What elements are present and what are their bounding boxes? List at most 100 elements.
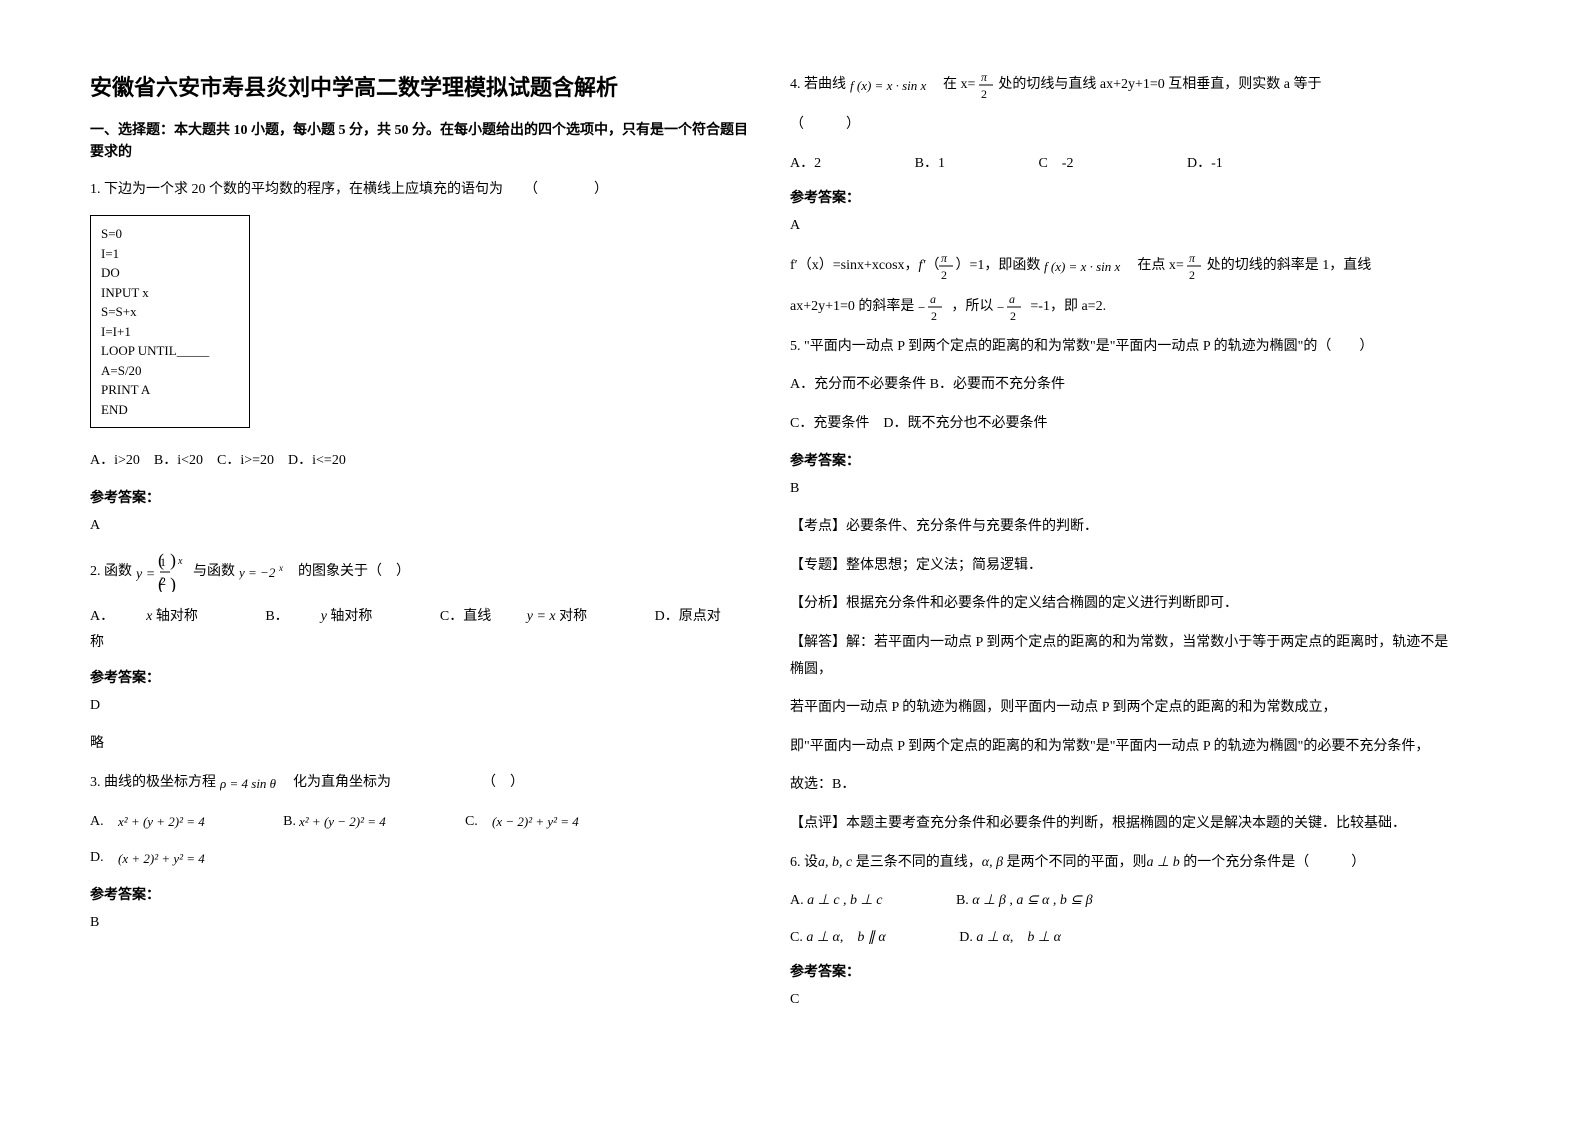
code-line: A=S/20 xyxy=(101,361,239,381)
svg-text:2: 2 xyxy=(1189,268,1195,280)
optC: C. a ⊥ α, b ∥ α xyxy=(790,930,886,945)
code-line: S=S+x xyxy=(101,302,239,322)
svg-text:x: x xyxy=(278,563,283,573)
q5-answer: B xyxy=(790,476,1460,503)
svg-text:2: 2 xyxy=(941,268,947,280)
q6-options-row2: C. a ⊥ α, b ∥ α D. a ⊥ α, b ⊥ α xyxy=(790,925,1460,952)
code-line: LOOP UNTIL_____ xyxy=(101,341,239,361)
q3-answer: B xyxy=(90,910,760,937)
code-line: I=I+1 xyxy=(101,322,239,342)
svg-text:f (x) = x · sin x: f (x) = x · sin x xyxy=(1044,259,1121,274)
math-frac-half-pow-x: y = ( ( 1 2 ) ) x xyxy=(136,552,190,592)
q5-sol3: 即"平面内一动点 P 到两个定点的距离的和为常数"是"平面内一动点 P 的轨迹为… xyxy=(790,734,1460,761)
answer-label: 参考答案： xyxy=(90,667,760,687)
answer-label: 参考答案： xyxy=(90,487,760,507)
q5-tag1: 【考点】必要条件、充分条件与充要条件的判断． xyxy=(790,514,1460,541)
svg-text:2: 2 xyxy=(160,574,166,588)
q3-stem: 3. 曲线的极坐标方程 ρ = 4 sin θ 化为直角坐标为 （ ） xyxy=(90,770,760,797)
svg-text:a: a xyxy=(930,292,936,306)
svg-text:(x − 2)² + y² = 4: (x − 2)² + y² = 4 xyxy=(492,814,579,829)
svg-text:y = −2: y = −2 xyxy=(239,565,276,580)
math-fx-xsinx: f (x) = x · sin x xyxy=(850,77,940,93)
q2-options: A．x 轴对称 B．y 轴对称 C．直线 y = x 对称 D．原点对称 xyxy=(90,604,760,657)
text: 2. 函数 xyxy=(90,564,132,579)
svg-text:a: a xyxy=(1009,292,1015,306)
svg-text:(x + 2)² + y² = 4: (x + 2)² + y² = 4 xyxy=(118,851,205,866)
q5-tag3: 【分析】根据充分条件和必要条件的定义结合椭圆的定义进行判断即可． xyxy=(790,591,1460,618)
optB: B. x² + (y − 2)² = 4 xyxy=(283,814,429,829)
text: 3. 曲线的极坐标方程 xyxy=(90,775,216,790)
code-line: PRINT A xyxy=(101,380,239,400)
optA: A. a ⊥ c , b ⊥ c xyxy=(790,893,882,908)
paren: （ ） xyxy=(790,112,1460,139)
optB: B．y 轴对称 xyxy=(265,609,404,624)
optA: A．2 xyxy=(790,156,821,171)
answer-label: 参考答案： xyxy=(790,961,1460,981)
optD: D．-1 xyxy=(1187,156,1223,171)
q3-optD: D. (x + 2)² + y² = 4 xyxy=(90,845,760,872)
optA: A．x 轴对称 xyxy=(90,609,230,624)
svg-text:x² + (y + 2)² = 4: x² + (y + 2)² = 4 xyxy=(118,814,205,829)
q1-code-box: S=0 I=1 DO INPUT x S=S+x I=I+1 LOOP UNTI… xyxy=(90,215,250,428)
svg-text:2: 2 xyxy=(1010,309,1016,322)
svg-text:y =: y = xyxy=(136,567,155,582)
code-line: END xyxy=(101,400,239,420)
optC: C -2 xyxy=(1038,156,1073,171)
q4-expl2: ax+2y+1=0 的斜率是 −a2 ，所以 −a2 =-1，即 a=2. xyxy=(790,292,1460,322)
q2-answer: D xyxy=(90,693,760,720)
svg-text:): ) xyxy=(170,552,176,571)
svg-text:π: π xyxy=(981,70,988,84)
q4-answer: A xyxy=(790,213,1460,240)
svg-text:ρ = 4 sin θ: ρ = 4 sin θ xyxy=(220,776,277,791)
svg-text:π: π xyxy=(941,252,948,265)
q5-sol1: 【解答】解：若平面内一动点 P 到两个定点的距离的和为常数，当常数小于等于两定点… xyxy=(790,630,1460,683)
svg-text:2: 2 xyxy=(981,87,987,100)
math-pi-over-2: π2 xyxy=(979,70,995,100)
page-title: 安徽省六安市寿县炎刘中学高二数学理模拟试题含解析 xyxy=(90,70,760,102)
svg-text:x² + (y − 2)² = 4: x² + (y − 2)² = 4 xyxy=(299,814,386,829)
text: 的图象关于（ ） xyxy=(298,564,410,579)
q6-answer: C xyxy=(790,987,1460,1014)
math-neg-a-over-2: −a2 xyxy=(918,292,948,322)
section-header: 一、选择题：本大题共 10 小题，每小题 5 分，共 50 分。在每小题给出的四… xyxy=(90,120,760,165)
svg-text:f (x) = x · sin x: f (x) = x · sin x xyxy=(850,78,927,93)
q5-optsCD: C．充要条件 D．既不充分也不必要条件 xyxy=(790,411,1460,438)
svg-text:x: x xyxy=(177,556,183,567)
math-y-neg-2x: y = −2 x xyxy=(239,563,295,581)
q4-options: A．2 B．1 C -2 D．-1 xyxy=(790,151,1460,178)
svg-text:π: π xyxy=(1189,252,1196,265)
q3-options: A. x² + (y + 2)² = 4 B. x² + (y − 2)² = … xyxy=(90,809,760,836)
optB: B．1 xyxy=(915,156,945,171)
optA: A. x² + (y + 2)² = 4 xyxy=(90,814,248,829)
q5-sol2: 若平面内一动点 P 的轨迹为椭圆，则平面内一动点 P 到两个定点的距离的和为常数… xyxy=(790,695,1460,722)
q1-options: A．i>20 B．i<20 C．i>=20 D．i<=20 xyxy=(90,448,760,475)
q2-note: 略 xyxy=(90,731,760,758)
q5-stem: 5. "平面内一动点 P 到两个定点的距离的和为常数"是"平面内一动点 P 的轨… xyxy=(790,334,1460,361)
q5-optsAB: A．充分而不必要条件 B．必要而不充分条件 xyxy=(790,372,1460,399)
q4-expl1: f′（x）=sinx+xcosx，f′（π2）=1，即函数 f (x) = x … xyxy=(790,252,1460,280)
answer-label: 参考答案： xyxy=(790,450,1460,470)
text: 与函数 xyxy=(193,564,235,579)
text: 4. 若曲线 xyxy=(790,77,846,92)
q4-stem: 4. 若曲线 f (x) = x · sin x 在 x= π2 处的切线与直线… xyxy=(790,70,1460,100)
optC: C. (x − 2)² + y² = 4 xyxy=(465,814,622,829)
svg-text:2: 2 xyxy=(931,309,937,322)
svg-text:−: − xyxy=(997,300,1004,315)
svg-text:): ) xyxy=(170,574,176,592)
code-line: I=1 xyxy=(101,244,239,264)
optD: D. a ⊥ α, b ⊥ α xyxy=(959,930,1061,945)
answer-label: 参考答案： xyxy=(90,884,760,904)
text: 处的切线与直线 ax+2y+1=0 互相垂直，则实数 a 等于 xyxy=(998,77,1321,92)
q6-stem: 6. 设a, b, c 是三条不同的直线，α, β 是两个不同的平面，则a ⊥ … xyxy=(790,850,1460,877)
answer-label: 参考答案： xyxy=(790,187,1460,207)
code-line: S=0 xyxy=(101,224,239,244)
q6-options-row1: A. a ⊥ c , b ⊥ c B. α ⊥ β , a ⊆ α , b ⊆ … xyxy=(790,888,1460,915)
q5-sol4: 故选：B． xyxy=(790,772,1460,799)
text: 化为直角坐标为 （ ） xyxy=(293,775,524,790)
q1-stem: 1. 下边为一个求 20 个数的平均数的程序，在横线上应填充的语句为 （ ） xyxy=(90,177,760,204)
math-rho-4sintheta: ρ = 4 sin θ xyxy=(220,775,290,791)
svg-text:1: 1 xyxy=(160,555,166,569)
text: 在 x= xyxy=(943,77,975,92)
q5-tag2: 【专题】整体思想；定义法；简易逻辑． xyxy=(790,553,1460,580)
code-line: INPUT x xyxy=(101,283,239,303)
